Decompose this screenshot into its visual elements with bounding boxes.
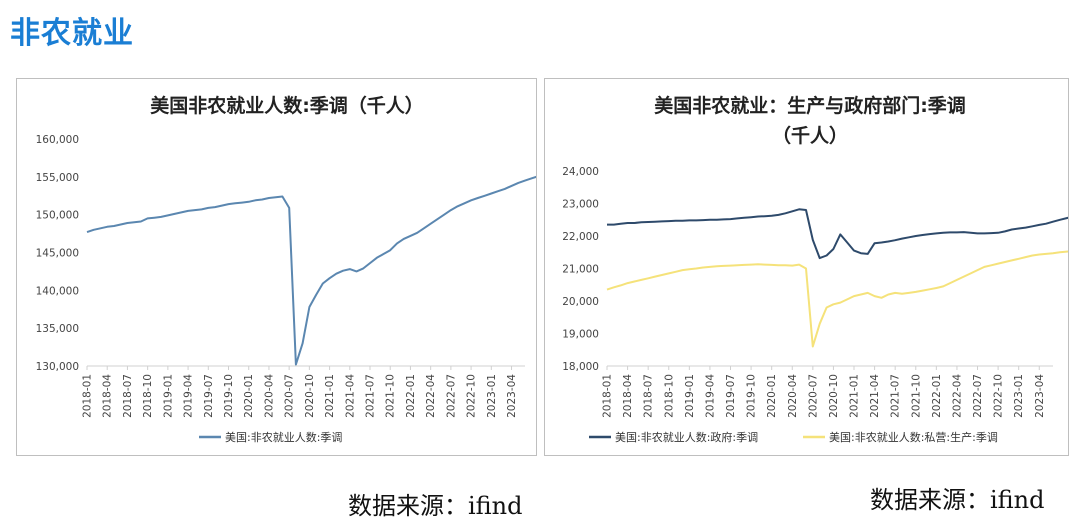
x-tick-label: 2019-10 — [223, 374, 235, 418]
series-line-1 — [607, 208, 1068, 260]
x-tick-label: 2021-01 — [324, 374, 336, 418]
x-tick-label: 2018-07 — [643, 374, 655, 418]
x-tick-label: 2019-01 — [162, 374, 174, 418]
x-tick-label: 2022-01 — [405, 374, 417, 418]
x-tick-label: 2020-10 — [828, 374, 840, 418]
x-tick-label: 2019-07 — [725, 374, 737, 418]
x-tick-label: 2022-07 — [445, 374, 457, 418]
chart-total-nonfarm: 美国非农就业人数:季调（千人） 130,000 135,000 140,000 145,… — [36, 94, 536, 444]
x-tick-label: 2019-04 — [183, 374, 195, 418]
x-tick-label: 2021-04 — [344, 374, 356, 418]
x-tick-label: 2019-07 — [203, 374, 215, 418]
x-tick-label: 2022-04 — [951, 374, 963, 418]
y-tick-label: 19,000 — [562, 329, 599, 341]
chart-panel-total-nonfarm: 美国非农就业人数:季调（千人） 130,000 135,000 140,000 145,… — [16, 78, 537, 456]
y-tick-label: 24,000 — [562, 166, 599, 178]
page-title: 非农就业 — [10, 16, 134, 51]
x-tick-label: 2023-04 — [1034, 374, 1046, 418]
x-tick-label: 2022-04 — [425, 374, 437, 418]
x-tick-label: 2022-10 — [993, 374, 1005, 418]
series-line-2 — [606, 250, 1068, 348]
x-tick-label: 2021-07 — [365, 374, 377, 418]
x-tick-label: 2018-10 — [663, 374, 675, 418]
chart-title: 美国非农就业：生产与政府部门:季调 — [654, 94, 966, 117]
x-tick-label: 2018-01 — [82, 374, 94, 418]
chart-title: 美国非农就业人数:季调（千人） — [150, 94, 424, 117]
legend-label: 美国:非农就业人数:私营:生产:季调 — [829, 430, 998, 444]
legend-label: 美国:非农就业人数:季调 — [225, 430, 342, 444]
chart-production-government: 美国非农就业：生产与政府部门:季调 （千人） 18,000 19,000 20,000 2… — [562, 94, 1068, 444]
x-tick-label: 2020-04 — [263, 374, 275, 418]
x-tick-label: 2020-07 — [807, 374, 819, 418]
chart-title: （千人） — [772, 124, 848, 147]
y-tick-label: 145,000 — [36, 248, 79, 260]
x-tick-label: 2022-07 — [972, 374, 984, 418]
x-tick-label: 2020-01 — [243, 374, 255, 418]
y-tick-label: 23,000 — [562, 199, 599, 211]
x-tick-label: 2021-10 — [910, 374, 922, 418]
y-tick-label: 21,000 — [562, 264, 599, 276]
x-tick-label: 2023-04 — [506, 374, 518, 418]
x-tick-label: 2019-04 — [704, 374, 716, 418]
y-tick-label: 140,000 — [36, 285, 79, 297]
data-source-right: 数据来源：ifind — [870, 486, 1045, 514]
x-tick-label: 2022-10 — [466, 374, 478, 418]
x-tick-label: 2021-04 — [869, 374, 881, 418]
x-tick-label: 2018-10 — [142, 374, 154, 418]
y-tick-label: 130,000 — [36, 361, 79, 373]
series-line-1 — [86, 175, 536, 366]
y-tick-label: 22,000 — [562, 231, 599, 243]
x-tick-label: 2023-01 — [486, 374, 498, 418]
x-tick-label: 2018-04 — [622, 374, 634, 418]
x-tick-label: 2020-04 — [787, 374, 799, 418]
x-tick-label: 2023-01 — [1013, 374, 1025, 418]
x-tick-label: 2021-07 — [890, 374, 902, 418]
x-tick-label: 2020-01 — [766, 374, 778, 418]
x-tick-label: 2022-01 — [931, 374, 943, 418]
x-tick-label: 2019-10 — [746, 374, 758, 418]
legend-label: 美国:非农就业人数:政府:季调 — [615, 430, 758, 444]
chart-panel-production-government: 美国非农就业：生产与政府部门:季调 （千人） 18,000 19,000 20,000 2… — [544, 78, 1069, 456]
x-tick-label: 2020-10 — [304, 374, 316, 418]
x-tick-label: 2018-07 — [122, 374, 134, 418]
y-tick-label: 160,000 — [36, 134, 79, 146]
y-tick-label: 155,000 — [36, 172, 79, 184]
x-tick-label: 2018-04 — [102, 374, 114, 418]
y-tick-label: 20,000 — [562, 296, 599, 308]
x-tick-label: 2018-01 — [602, 374, 614, 418]
x-tick-label: 2020-07 — [284, 374, 296, 418]
data-source-left: 数据来源：ifind — [348, 492, 523, 520]
y-tick-label: 135,000 — [36, 323, 79, 335]
x-tick-label: 2019-01 — [684, 374, 696, 418]
y-tick-label: 150,000 — [36, 210, 79, 222]
x-tick-label: 2021-10 — [385, 374, 397, 418]
y-tick-label: 18,000 — [562, 361, 599, 373]
x-tick-label: 2021-01 — [849, 374, 861, 418]
